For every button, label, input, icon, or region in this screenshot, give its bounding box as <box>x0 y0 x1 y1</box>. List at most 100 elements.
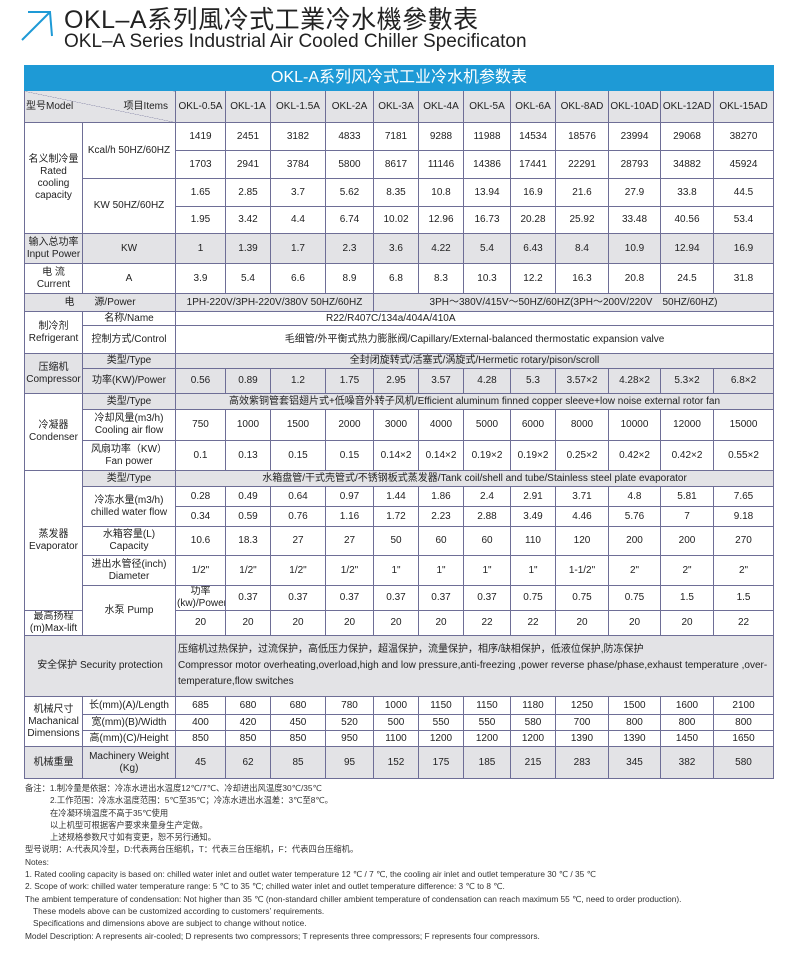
value-cell: 毛细管/外平衡式热力膨胀阀/Capillary/External-balance… <box>174 325 775 354</box>
note-cn-line: 型号说明：A:代表风冷型，D:代表两台压缩机，T：代表三台压缩机，F：代表四台压… <box>25 844 359 855</box>
value-cell: 0.19×2 <box>510 440 556 471</box>
value-cell: 9.18 <box>712 506 775 527</box>
sub-label: 控制方式/Control <box>82 325 176 354</box>
value-cell: 700 <box>555 714 609 731</box>
value-cell: 2.85 <box>225 178 271 207</box>
value-cell: 20 <box>373 610 419 636</box>
group-label: 电 源/Power <box>24 293 176 312</box>
value-cell: 62 <box>225 746 271 779</box>
value-cell: 7181 <box>373 122 419 151</box>
value-cell: 1PH-220V/3PH-220V/380V 50HZ/60HZ <box>175 293 374 312</box>
arrow-up-right-icon <box>21 11 53 41</box>
table-row: 电 流 Current A 3.9 5.4 6.6 8.9 6.8 8.3 10.3 12.2 16… <box>24 263 775 294</box>
value-cell: 20 <box>175 610 226 636</box>
sub-label: KW 50HZ/60HZ <box>82 178 176 234</box>
sub-label: 类型/Type <box>82 470 176 487</box>
value-cell: 2.3 <box>325 233 374 264</box>
value-cell: 0.75 <box>510 585 556 611</box>
notes: 备注：1.制冷量是依据：冷冻水进出水温度12℃/7℃、冷却进出风温度30℃/35… <box>25 782 681 942</box>
value-cell: 6.74 <box>325 206 374 234</box>
value-cell: 270 <box>712 526 775 556</box>
value-cell: 3.42 <box>225 206 271 234</box>
table-row: 水箱容量(L) Capacity 10.6 18.3 27 27 50 60 60 110 120… <box>25 526 775 556</box>
value-cell: 60 <box>463 526 511 556</box>
value-cell: 1.72 <box>373 506 419 527</box>
value-cell: 12.94 <box>660 233 714 264</box>
value-cell: 20 <box>608 610 661 636</box>
value-cell: 3.49 <box>510 506 556 527</box>
value-cell: 20 <box>270 610 326 636</box>
value-cell: 0.75 <box>608 585 661 611</box>
value-cell: 200 <box>608 526 661 556</box>
group-label: 名义制冷量 Rated cooling capacity <box>24 122 83 234</box>
sub-label: 类型/Type <box>82 353 176 369</box>
value-cell: 0.37 <box>270 585 326 611</box>
table-row: 1703 2941 3784 5800 8617 11146 14386 17441 22291… <box>25 150 775 179</box>
sub-label: 最高扬程(m)Max-lift <box>24 610 83 636</box>
table-row: 高(mm)(C)/Height 850 850 850 950 1100 1200 1200 1… <box>25 730 775 747</box>
table-row: 进出水管径(inch) Diameter 1/2" 1/2" 1/2" 1/2" 1" 1"… <box>25 555 775 586</box>
value-cell: 1/2" <box>325 555 374 586</box>
table-row: 水泵 Pump 功率(kw)/Power 0.37 0.37 0.37 0.37 0.37 0… <box>25 585 775 636</box>
value-cell: 1.2 <box>270 368 326 394</box>
value-cell: 2" <box>608 555 661 586</box>
sub-label: 风扇功率（KW） Fan power <box>82 440 176 471</box>
value-cell: 1/2" <box>175 555 226 586</box>
header-corner: 型号Model 项目Items <box>24 90 176 123</box>
value-cell: 1.86 <box>418 486 464 507</box>
group-label: 水泵 Pump <box>82 585 176 636</box>
value-cell: 2941 <box>225 150 271 179</box>
value-cell: 1/2" <box>270 555 326 586</box>
sub-label: 高(mm)(C)/Height <box>82 730 176 747</box>
value-cell: 850 <box>175 730 226 747</box>
group-label: 蒸发器 Evaporator <box>24 470 83 611</box>
table-row: 机械尺寸 Machanical Dimensions 长(mm)(A)/Lengt… <box>24 696 775 747</box>
value-cell: 0.1 <box>175 440 226 471</box>
value-cell: 40.56 <box>660 206 714 234</box>
value-cell: 1200 <box>418 730 464 747</box>
value-cell: 0.19×2 <box>463 440 511 471</box>
value-cell: 1200 <box>463 730 511 747</box>
table-row: 控制方式/Control 毛细管/外平衡式热力膨胀阀/Capillary/Exte… <box>25 325 775 354</box>
sub-label: 类型/Type <box>82 393 176 410</box>
model-header: OKL-1A <box>225 90 271 123</box>
value-cell: 15000 <box>712 409 775 441</box>
value-cell: 0.14×2 <box>373 440 419 471</box>
value-cell: 17441 <box>510 150 556 179</box>
note-cn-line: 2.工作范围：冷冻水温度范围：5℃至35℃；冷冻水进出水温差：3℃至8℃。 <box>50 795 333 806</box>
group-label: 安全保护 Security protection <box>24 635 176 697</box>
value-cell: 850 <box>225 730 271 747</box>
model-header: OKL-0.5A <box>175 90 226 123</box>
note-cn-line: 在冷凝环境温度不高于35℃使用 <box>50 807 169 818</box>
value-cell: 20 <box>325 610 374 636</box>
value-cell: 14386 <box>463 150 511 179</box>
table-title-row: OKL-A系列风冷式工业冷水机参数表 <box>23 65 775 91</box>
value-cell: 1.65 <box>175 178 226 207</box>
value-cell: 215 <box>510 746 556 779</box>
value-cell: 2000 <box>325 409 374 441</box>
value-cell: 500 <box>373 714 419 731</box>
note-en-line: Notes: <box>25 856 49 867</box>
value-cell: 3.71 <box>555 486 609 507</box>
value-cell: 95 <box>325 746 374 779</box>
sub-label: Kcal/h 50HZ/60HZ <box>82 122 176 179</box>
value-cell: 60 <box>418 526 464 556</box>
table-row: 压缩机 Compressor 类型/Type 全封闭旋转式/活塞式/涡旋式/Herm… <box>24 353 775 394</box>
value-cell: 12.96 <box>418 206 464 234</box>
value-cell: 0.37 <box>325 585 374 611</box>
value-cell: 1.16 <box>325 506 374 527</box>
value-cell: 45 <box>175 746 226 779</box>
value-cell: 4.8 <box>608 486 661 507</box>
value-cell: 10.9 <box>608 233 661 264</box>
value-cell: 22291 <box>555 150 609 179</box>
table-row: 最高扬程(m)Max-lift 20 20 20 20 20 20 22 22 20 20 20 22 <box>24 610 775 636</box>
value-cell: 1200 <box>510 730 556 747</box>
value-cell: 1.5 <box>712 585 775 611</box>
value-cell: 5.81 <box>660 486 714 507</box>
sub-label: 进出水管径(inch) Diameter <box>82 555 176 586</box>
value-cell: 680 <box>270 696 326 715</box>
value-cell: 2" <box>712 555 775 586</box>
value-cell: 3000 <box>373 409 419 441</box>
value-cell: 16.9 <box>510 178 556 207</box>
value-cell: 1.95 <box>175 206 226 234</box>
